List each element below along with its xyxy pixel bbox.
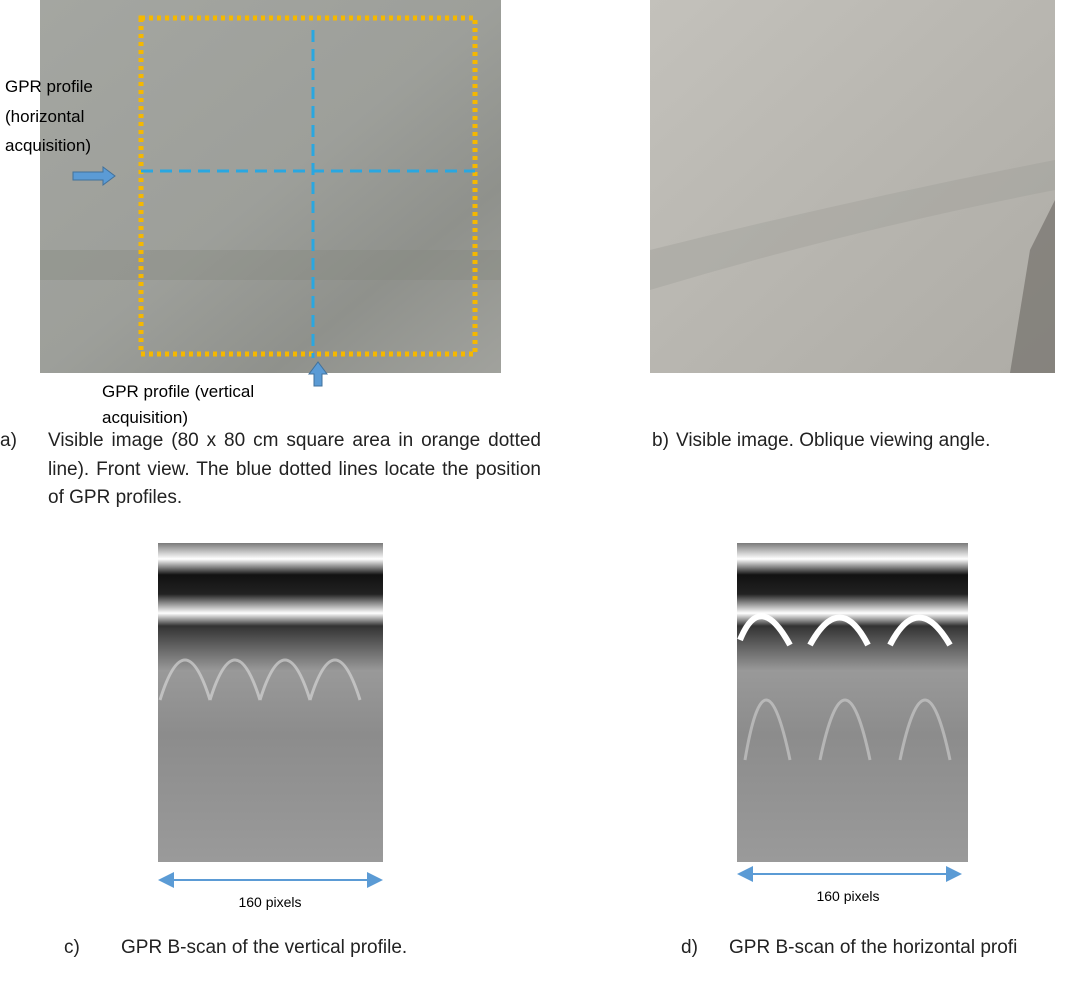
panel-label: a) <box>0 430 17 451</box>
survey-area <box>138 15 478 357</box>
gpr-hyperbola <box>743 698 952 761</box>
annotation: GPR profile (vertical <box>102 382 254 401</box>
annotation: (horizontal <box>5 107 84 126</box>
photo-shade <box>40 250 501 280</box>
gpr-hyperbola <box>737 613 953 647</box>
horizontal-arrow <box>72 166 116 186</box>
annotation: acquisition) <box>5 136 91 155</box>
caption: GPR B-scan of the vertical profile. <box>121 937 408 958</box>
caption: Visible image. Oblique viewing angle. <box>676 430 991 451</box>
caption: Visible image (80 x 80 cm square area in… <box>48 430 541 508</box>
annotation: GPR profile <box>5 77 93 96</box>
panel-label: d) <box>681 937 698 958</box>
gpr-scan-vertical <box>158 543 383 862</box>
photo-edge <box>1010 200 1055 373</box>
photo-shade <box>650 160 1055 290</box>
panel-label: c) <box>64 937 80 958</box>
gpr-hyperbola <box>158 658 362 701</box>
vertical-arrow <box>308 361 328 387</box>
annotation: acquisition) <box>102 408 188 427</box>
photo-front <box>40 0 501 373</box>
scale-label: 160 pixels <box>816 888 879 904</box>
panel-label: b) <box>652 430 669 451</box>
caption: GPR B-scan of the horizontal profi <box>729 937 1018 958</box>
scale-label: 160 pixels <box>238 894 301 910</box>
photo-oblique <box>650 0 1055 373</box>
